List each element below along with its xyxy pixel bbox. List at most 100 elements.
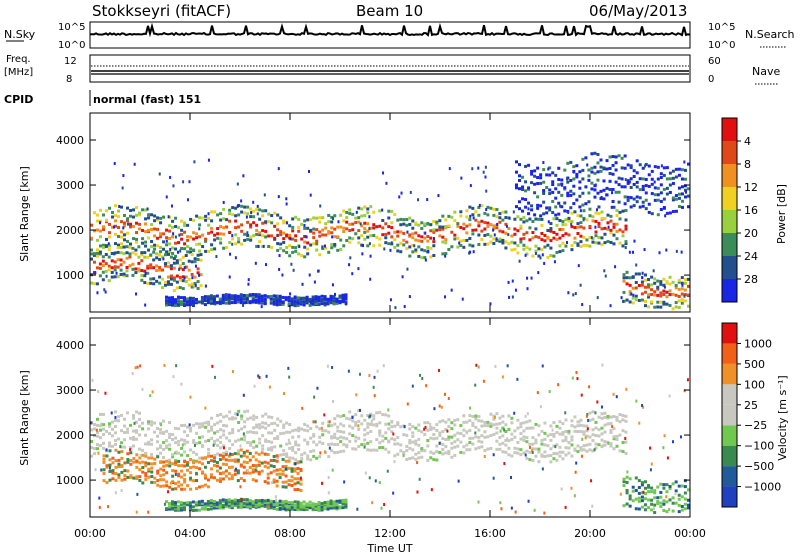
power-scatter bbox=[90, 151, 690, 311]
scatter-dot bbox=[262, 244, 265, 248]
scatter-cell bbox=[468, 440, 472, 444]
scatter-cell bbox=[183, 221, 187, 225]
scatter-cell bbox=[591, 417, 595, 421]
scatter-cell bbox=[566, 180, 570, 184]
scatter-cell bbox=[423, 433, 427, 437]
scatter-cell bbox=[221, 462, 225, 466]
scatter-cell bbox=[119, 246, 123, 250]
scatter-dot bbox=[469, 214, 472, 218]
scatter-cell bbox=[438, 420, 442, 424]
scatter-cell bbox=[653, 198, 657, 202]
scatter-dot bbox=[433, 407, 436, 411]
scatter-cell bbox=[149, 277, 153, 281]
scatter-cell bbox=[498, 447, 502, 451]
scatter-cell bbox=[656, 186, 660, 190]
scatter-cell bbox=[495, 239, 499, 243]
scatter-dot bbox=[543, 261, 546, 265]
scatter-cell bbox=[249, 443, 253, 447]
scatter-cell bbox=[585, 429, 589, 433]
scatter-cell bbox=[683, 168, 687, 172]
scatter-cell bbox=[683, 502, 687, 506]
scatter-cell bbox=[189, 426, 193, 430]
scatter-cell bbox=[587, 174, 591, 178]
scatter-cell bbox=[640, 280, 644, 284]
scatter-cell bbox=[596, 170, 600, 174]
scatter-cell bbox=[189, 235, 193, 239]
scatter-cell bbox=[126, 219, 130, 223]
scatter-cell bbox=[278, 294, 282, 298]
scatter-cell bbox=[558, 426, 562, 430]
scatter-cell bbox=[622, 276, 626, 280]
scatter-cell bbox=[426, 439, 430, 443]
scatter-dot bbox=[165, 239, 168, 243]
scatter-cell bbox=[93, 434, 97, 438]
scatter-cell bbox=[411, 236, 415, 240]
scatter-cell bbox=[680, 484, 684, 488]
scatter-cell bbox=[573, 210, 577, 214]
scatter-cell bbox=[181, 279, 185, 283]
scatter-cell bbox=[168, 236, 172, 240]
scatter-cell bbox=[495, 439, 499, 443]
scatter-cell bbox=[120, 205, 124, 209]
scatter-cell bbox=[522, 216, 526, 220]
scatter-cell bbox=[549, 246, 553, 250]
scatter-cell bbox=[138, 456, 142, 460]
scatter-cell bbox=[548, 173, 552, 177]
scatter-cell bbox=[162, 473, 166, 477]
scatter-cell bbox=[686, 205, 690, 209]
scatter-cell bbox=[269, 471, 273, 475]
scatter-cell bbox=[204, 237, 208, 241]
scatter-cell bbox=[198, 441, 202, 445]
scatter-cell bbox=[618, 420, 622, 424]
scatter-cell bbox=[254, 293, 258, 297]
scatter-cell bbox=[135, 477, 139, 481]
scatter-cell bbox=[146, 281, 150, 285]
scatter-cell bbox=[192, 479, 196, 483]
colorbar-segment bbox=[722, 118, 737, 141]
scatter-cell bbox=[435, 423, 439, 427]
scatter-cell bbox=[102, 457, 106, 461]
scatter-dot bbox=[600, 405, 603, 409]
scatter-cell bbox=[189, 466, 193, 470]
scatter-cell bbox=[620, 177, 624, 181]
scatter-cell bbox=[622, 273, 626, 277]
scatter-cell bbox=[465, 443, 469, 447]
scatter-cell bbox=[674, 305, 678, 309]
scatter-cell bbox=[339, 225, 343, 229]
scatter-cell bbox=[360, 214, 364, 218]
scatter-cell bbox=[608, 166, 612, 170]
scatter-cell bbox=[312, 227, 316, 231]
scatter-cell bbox=[671, 176, 675, 180]
scatter-cell bbox=[564, 232, 568, 236]
scatter-dot bbox=[392, 432, 395, 436]
scatter-cell bbox=[174, 460, 178, 464]
scatter-cell bbox=[525, 436, 529, 440]
scatter-cell bbox=[656, 279, 660, 283]
scatter-cell bbox=[597, 428, 601, 432]
scatter-cell bbox=[459, 440, 463, 444]
scatter-cell bbox=[625, 480, 629, 484]
scatter-cell bbox=[600, 227, 604, 231]
scatter-cell bbox=[272, 300, 276, 304]
scatter-cell bbox=[575, 175, 579, 179]
scatter-cell bbox=[305, 299, 309, 303]
scatter-cell bbox=[597, 212, 601, 216]
scatter-cell bbox=[551, 199, 555, 203]
scatter-cell bbox=[462, 222, 466, 226]
scatter-cell bbox=[498, 239, 502, 243]
scatter-cell bbox=[492, 242, 496, 246]
scatter-cell bbox=[249, 223, 253, 227]
scatter-cell bbox=[222, 207, 226, 211]
scatter-cell bbox=[150, 466, 154, 470]
scatter-cell bbox=[116, 265, 120, 269]
scatter-cell bbox=[117, 226, 121, 230]
scatter-dot bbox=[351, 415, 354, 419]
scatter-cell bbox=[647, 498, 651, 502]
scatter-dot bbox=[90, 421, 93, 425]
scatter-cell bbox=[486, 224, 490, 228]
scatter-cell bbox=[384, 413, 388, 417]
scatter-cell bbox=[555, 443, 559, 447]
scatter-cell bbox=[212, 456, 216, 460]
scatter-cell bbox=[236, 479, 240, 483]
colorbar-tick-label: 12 bbox=[744, 181, 758, 194]
